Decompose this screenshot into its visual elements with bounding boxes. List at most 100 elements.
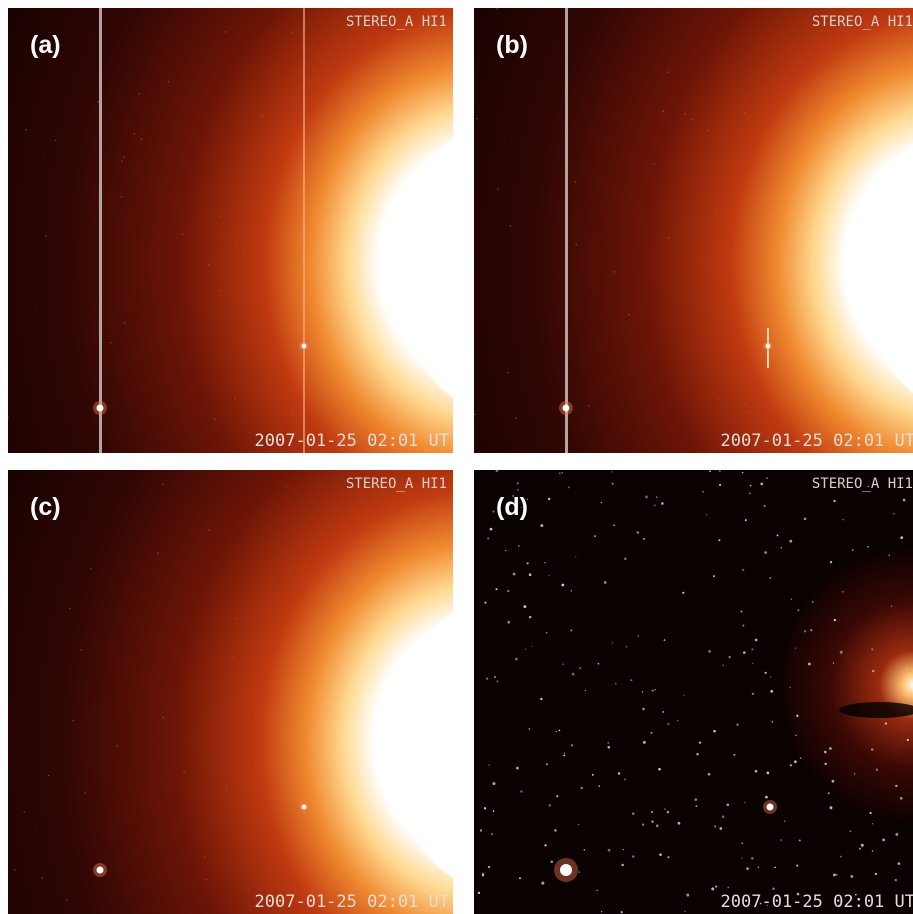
star	[575, 556, 576, 557]
star	[507, 372, 509, 374]
star	[834, 619, 836, 621]
ccd-streak	[99, 8, 102, 453]
planet	[767, 804, 774, 811]
star	[642, 691, 644, 693]
star	[526, 562, 528, 564]
star	[701, 225, 703, 227]
star	[556, 731, 558, 733]
star	[833, 874, 836, 877]
star	[283, 717, 285, 719]
star	[642, 708, 645, 711]
star	[664, 808, 666, 810]
star	[608, 746, 611, 749]
star	[833, 500, 835, 502]
star	[117, 745, 119, 747]
star	[667, 856, 669, 858]
star	[696, 753, 698, 755]
star	[66, 899, 68, 901]
panel-label: (a)	[30, 31, 61, 59]
star	[742, 472, 744, 474]
star	[247, 889, 249, 891]
star	[611, 471, 612, 472]
star	[570, 590, 571, 591]
planet	[302, 344, 307, 349]
star	[755, 770, 758, 773]
star	[245, 656, 247, 658]
star	[69, 608, 71, 610]
star	[766, 478, 767, 479]
star	[743, 651, 746, 654]
star	[812, 601, 814, 603]
star	[711, 887, 714, 890]
star	[763, 505, 765, 507]
star	[613, 524, 615, 526]
star	[781, 547, 782, 548]
timestamp: 2007-01-25 02:01 UT	[255, 892, 449, 912]
star	[898, 862, 901, 865]
ccd-streak	[565, 8, 568, 453]
star	[790, 687, 791, 688]
star	[490, 528, 493, 531]
star	[570, 629, 572, 631]
star	[516, 767, 519, 770]
star	[643, 538, 645, 540]
star	[900, 797, 903, 800]
star	[630, 679, 632, 681]
star	[564, 752, 565, 753]
star	[623, 849, 624, 850]
ccd-streak	[303, 8, 305, 453]
star	[760, 482, 763, 485]
star	[124, 322, 126, 324]
star	[546, 632, 548, 634]
star	[745, 519, 747, 521]
star	[550, 860, 553, 863]
star	[486, 678, 488, 680]
star	[694, 798, 697, 801]
star	[493, 810, 495, 812]
star	[628, 314, 630, 316]
star	[654, 163, 656, 165]
star	[496, 680, 498, 682]
star	[804, 630, 806, 632]
star	[728, 656, 730, 658]
star	[749, 493, 751, 495]
star	[850, 875, 853, 878]
star	[800, 757, 802, 759]
star	[540, 698, 542, 700]
star	[728, 887, 729, 888]
star	[624, 778, 626, 780]
instrument-label: STEREO_A HI1	[812, 476, 913, 492]
star	[651, 811, 653, 813]
star	[791, 598, 793, 600]
star	[717, 398, 719, 400]
star	[650, 732, 652, 734]
star	[840, 856, 842, 858]
star	[579, 667, 581, 669]
star	[683, 695, 684, 696]
star	[744, 802, 745, 803]
planet	[766, 344, 771, 349]
star	[484, 602, 486, 604]
star	[708, 650, 711, 653]
star	[584, 849, 585, 850]
star	[833, 662, 835, 664]
star	[482, 874, 484, 876]
star	[859, 848, 861, 850]
star	[162, 484, 164, 486]
image-panel: (c)STEREO_A HI12007-01-25 02:01 UT	[8, 470, 453, 914]
star	[799, 839, 801, 841]
star	[780, 839, 782, 841]
star	[544, 844, 546, 846]
star	[770, 690, 773, 693]
star	[797, 609, 799, 611]
star	[758, 866, 760, 868]
star	[764, 551, 767, 554]
star	[699, 741, 701, 743]
star	[516, 417, 518, 419]
star	[282, 646, 284, 648]
star	[766, 771, 769, 774]
star	[784, 820, 785, 821]
star	[714, 825, 716, 827]
star	[709, 470, 711, 472]
